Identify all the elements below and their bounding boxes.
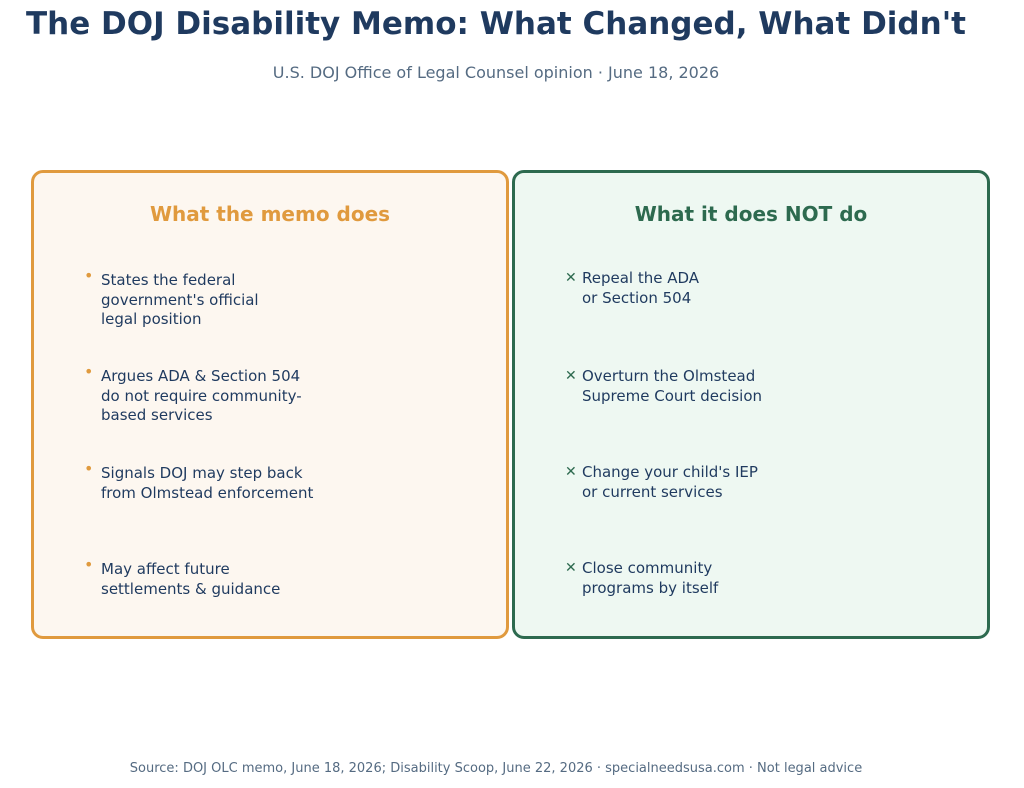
memo-does-item-text: May affect future settlements & guidance [101,560,281,598]
memo-does-not-item-text: Change your child's IEP or current servi… [582,463,758,501]
memo-does-not-item-text: Overturn the Olmstead Supreme Court deci… [582,367,763,405]
memo-does-item-text: Argues ADA & Section 504 do not require … [101,367,302,424]
x-icon: ✕ [565,560,577,576]
page-subtitle: U.S. DOJ Office of Legal Counsel opinion… [272,63,720,82]
memo-does-not-heading: What it does NOT do [634,202,868,226]
memo-does-panel: What the memo does • States the federal … [31,170,509,639]
memo-does-not-panel: What it does NOT do ✕ Repeal the ADA or … [512,170,990,639]
memo-does-heading: What the memo does [149,202,391,226]
bullet-icon: • [84,459,94,478]
memo-does-not-item-text: Close community programs by itself [582,559,719,597]
bullet-icon: • [84,555,94,574]
source-footer: Source: DOJ OLC memo, June 18, 2026; Dis… [129,761,863,776]
bullet-icon: • [84,362,94,381]
bullet-icon: • [84,266,94,285]
x-icon: ✕ [565,464,577,480]
memo-does-item-text: Signals DOJ may step back from Olmstead … [101,464,314,502]
memo-does-not-item-text: Repeal the ADA or Section 504 [582,269,700,307]
x-icon: ✕ [565,270,577,286]
x-icon: ✕ [565,368,577,384]
page-title: The DOJ Disability Memo: What Changed, W… [25,6,967,42]
memo-does-item-text: States the federal government's official… [101,271,259,328]
